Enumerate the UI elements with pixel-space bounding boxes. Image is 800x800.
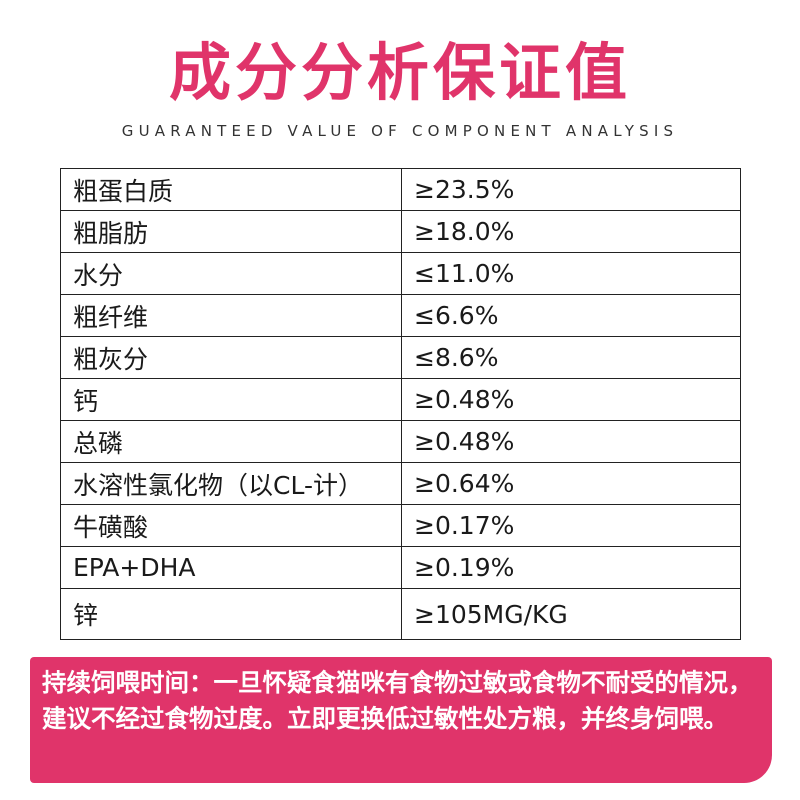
component-value: ≤6.6% [401, 294, 741, 337]
table-row: 水分 ≤11.0% [60, 252, 741, 295]
component-value: ≥0.19% [401, 546, 741, 589]
component-name: 粗纤维 [60, 294, 402, 337]
component-value: ≥23.5% [401, 168, 741, 211]
component-name: 水分 [60, 252, 402, 295]
component-name: 锌 [60, 588, 402, 640]
component-analysis-table: 粗蛋白质 ≥23.5% 粗脂肪 ≥18.0% 水分 ≤11.0% 粗纤维 ≤6.6% 粗灰分 ≤8… [60, 168, 741, 640]
table-row: 总磷 ≥0.48% [60, 420, 741, 463]
table-row: 粗蛋白质 ≥23.5% [60, 168, 741, 211]
feeding-note-text: 持续饲喂时间：一旦怀疑食猫咪有食物过敏或食物不耐受的情况，建议不经过食物过度。立… [42, 668, 753, 733]
component-value: ≥0.48% [401, 378, 741, 421]
table-row: EPA+DHA ≥0.19% [60, 546, 741, 589]
page-subtitle: GUARANTEED VALUE OF COMPONENT ANALYSIS [121, 122, 679, 140]
component-value: ≤8.6% [401, 336, 741, 379]
component-value: ≥0.17% [401, 504, 741, 547]
component-name: 钙 [60, 378, 402, 421]
component-name: EPA+DHA [60, 546, 402, 589]
table-row: 粗脂肪 ≥18.0% [60, 210, 741, 253]
component-name: 总磷 [60, 420, 402, 463]
table-row: 水溶性氯化物（以CL-计） ≥0.64% [60, 462, 741, 505]
component-value: ≤11.0% [401, 252, 741, 295]
component-value: ≥0.64% [401, 462, 741, 505]
component-name: 牛磺酸 [60, 504, 402, 547]
table-row: 锌 ≥105MG/KG [60, 588, 741, 640]
component-name: 粗蛋白质 [60, 168, 402, 211]
table-row: 粗灰分 ≤8.6% [60, 336, 741, 379]
table-row: 钙 ≥0.48% [60, 378, 741, 421]
component-name: 水溶性氯化物（以CL-计） [60, 462, 402, 505]
table-body: 粗蛋白质 ≥23.5% 粗脂肪 ≥18.0% 水分 ≤11.0% 粗纤维 ≤6.6% 粗灰分 ≤8… [60, 168, 741, 640]
page-title: 成分分析保证值 [168, 36, 631, 109]
component-value: ≥0.48% [401, 420, 741, 463]
feeding-note-box: 持续饲喂时间：一旦怀疑食猫咪有食物过敏或食物不耐受的情况，建议不经过食物过度。立… [30, 657, 772, 783]
table-row: 粗纤维 ≤6.6% [60, 294, 741, 337]
component-name: 粗脂肪 [60, 210, 402, 253]
component-value: ≥105MG/KG [401, 588, 741, 640]
component-value: ≥18.0% [401, 210, 741, 253]
table-row: 牛磺酸 ≥0.17% [60, 504, 741, 547]
component-name: 粗灰分 [60, 336, 402, 379]
